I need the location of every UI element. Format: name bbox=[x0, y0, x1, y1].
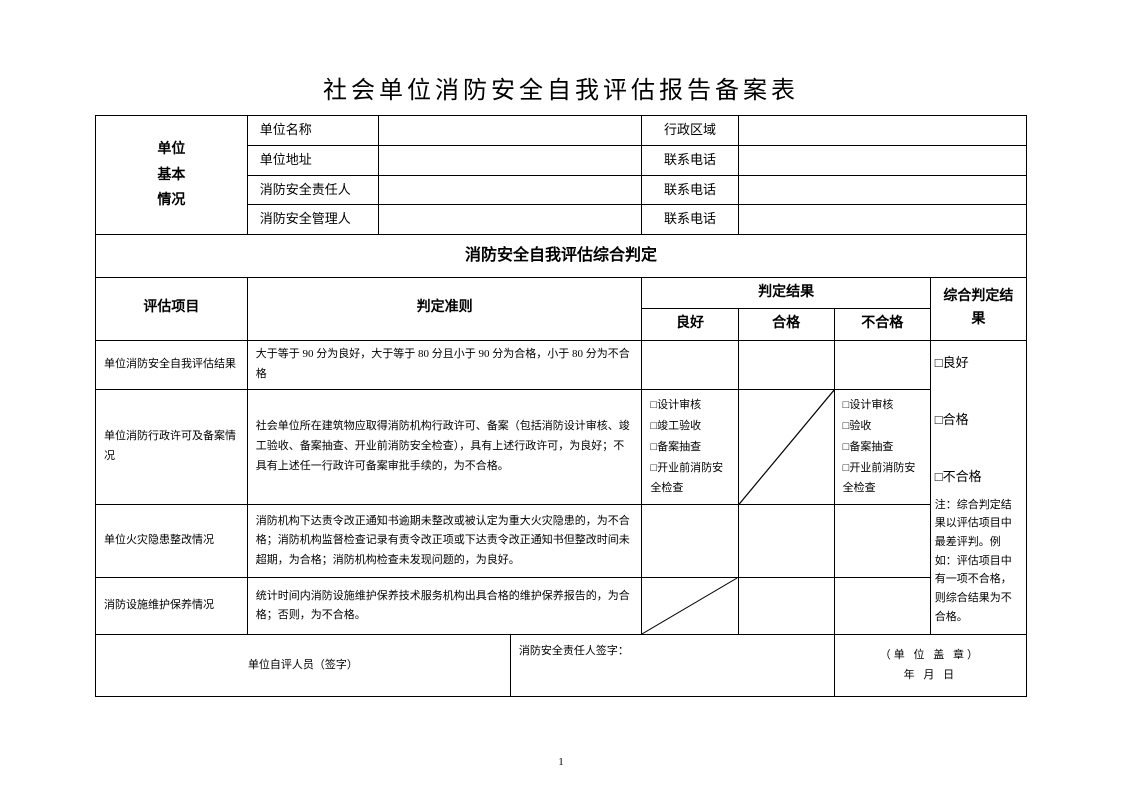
row2-good: □设计审核 □竣工验收 □备案抽查 □开业前消防安全检查 bbox=[642, 389, 738, 504]
row1-pass bbox=[738, 340, 834, 389]
row1-good bbox=[642, 340, 738, 389]
row1-item: 单位消防安全自我评估结果 bbox=[96, 340, 248, 389]
row2-pass-diag bbox=[738, 389, 834, 504]
basic-section: 单位 基本 情况 bbox=[96, 116, 248, 235]
row2-item: 单位消防行政许可及备案情况 bbox=[96, 389, 248, 504]
page-number: 1 bbox=[0, 756, 1122, 768]
row3-fail bbox=[834, 505, 930, 578]
row3-pass bbox=[738, 505, 834, 578]
page-title: 社会单位消防安全自我评估报告备案表 bbox=[95, 70, 1027, 105]
overall-options: □良好 □合格 □不合格 bbox=[935, 349, 1022, 492]
value-responsible bbox=[379, 175, 642, 205]
row2-rule: 社会单位所在建筑物应取得消防机构行政许可、备案（包括消防设计审核、竣工验收、备案… bbox=[247, 389, 642, 504]
row4-item: 消防设施维护保养情况 bbox=[96, 578, 248, 635]
col-good: 良好 bbox=[642, 309, 738, 340]
value-region bbox=[738, 116, 1026, 146]
row4-rule: 统计时间内消防设施维护保养技术服务机构出具合格的维护保养报告的，为合格；否则，为… bbox=[247, 578, 642, 635]
overall-result: □良好 □合格 □不合格 注：综合判定结果以评估项目中最差评判。例如：评估项目中… bbox=[930, 340, 1026, 635]
label-phone2: 联系电话 bbox=[642, 175, 738, 205]
col-pass: 合格 bbox=[738, 309, 834, 340]
stamp-text: （单 位 盖 章） bbox=[843, 646, 1018, 666]
judge-header: 消防安全自我评估综合判定 bbox=[96, 235, 1027, 278]
row2-fail: □设计审核 □验收 □备案抽查 □开业前消防安全检查 bbox=[834, 389, 930, 504]
row3-good bbox=[642, 505, 738, 578]
col-overall: 综合判定结果 bbox=[930, 277, 1026, 340]
row1-fail bbox=[834, 340, 930, 389]
value-manager bbox=[379, 205, 642, 235]
label-responsible: 消防安全责任人 bbox=[247, 175, 379, 205]
label-phone3: 联系电话 bbox=[642, 205, 738, 235]
overall-note: 注：综合判定结果以评估项目中最差评判。例如：评估项目中有一项不合格，则综合结果为… bbox=[935, 496, 1022, 627]
value-phone2 bbox=[738, 175, 1026, 205]
value-address bbox=[379, 145, 642, 175]
row4-good-diag bbox=[642, 578, 738, 635]
label-phone1: 联系电话 bbox=[642, 145, 738, 175]
label-address: 单位地址 bbox=[247, 145, 379, 175]
col-result: 判定结果 bbox=[642, 277, 930, 308]
sign-self: 单位自评人员（签字） bbox=[96, 635, 511, 697]
row4-pass bbox=[738, 578, 834, 635]
sign-resp: 消防安全责任人签字： bbox=[510, 635, 834, 697]
label-region: 行政区域 bbox=[642, 116, 738, 146]
label-unit-name: 单位名称 bbox=[247, 116, 379, 146]
row3-rule: 消防机构下达责令改正通知书逾期未整改或被认定为重大火灾隐患的，为不合格；消防机构… bbox=[247, 505, 642, 578]
row3-item: 单位火灾隐患整改情况 bbox=[96, 505, 248, 578]
row1-rule: 大于等于 90 分为良好，大于等于 80 分且小于 90 分为合格，小于 80 … bbox=[247, 340, 642, 389]
col-fail: 不合格 bbox=[834, 309, 930, 340]
col-item: 评估项目 bbox=[96, 277, 248, 340]
col-rule: 判定准则 bbox=[247, 277, 642, 340]
value-phone3 bbox=[738, 205, 1026, 235]
sign-stamp: （单 位 盖 章） 年 月 日 bbox=[834, 635, 1026, 697]
value-unit-name bbox=[379, 116, 642, 146]
stamp-date: 年 月 日 bbox=[843, 666, 1018, 686]
row4-fail bbox=[834, 578, 930, 635]
label-manager: 消防安全管理人 bbox=[247, 205, 379, 235]
report-table: 单位 基本 情况 单位名称 行政区域 单位地址 联系电话 消防安全责任人 联系电… bbox=[95, 115, 1027, 697]
value-phone1 bbox=[738, 145, 1026, 175]
